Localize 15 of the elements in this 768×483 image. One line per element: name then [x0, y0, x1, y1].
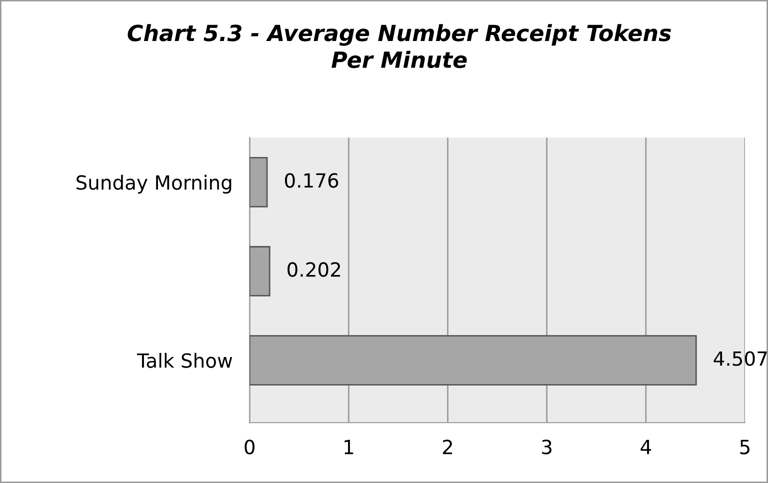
y-tick-label: Sunday Morning — [76, 174, 232, 194]
data-label: 0.202 — [288, 262, 340, 277]
x-tick-label: 0 — [244, 440, 254, 454]
x-tick-label: 4 — [640, 440, 651, 454]
bar — [250, 156, 268, 208]
x-tick-label: 3 — [542, 440, 552, 454]
x-tick-label: 1 — [344, 440, 354, 454]
x-tick-label: 2 — [442, 440, 452, 454]
chart-title: Chart 5.3 - Average Number Receipt Tokens Per Minute — [128, 24, 671, 68]
y-tick-label: Talk Show — [136, 352, 232, 368]
x-tick-label: 5 — [740, 440, 750, 454]
bar — [250, 335, 697, 386]
bar — [250, 246, 270, 296]
data-label: 0.176 — [284, 173, 338, 188]
data-label: 4.507 — [714, 351, 767, 366]
